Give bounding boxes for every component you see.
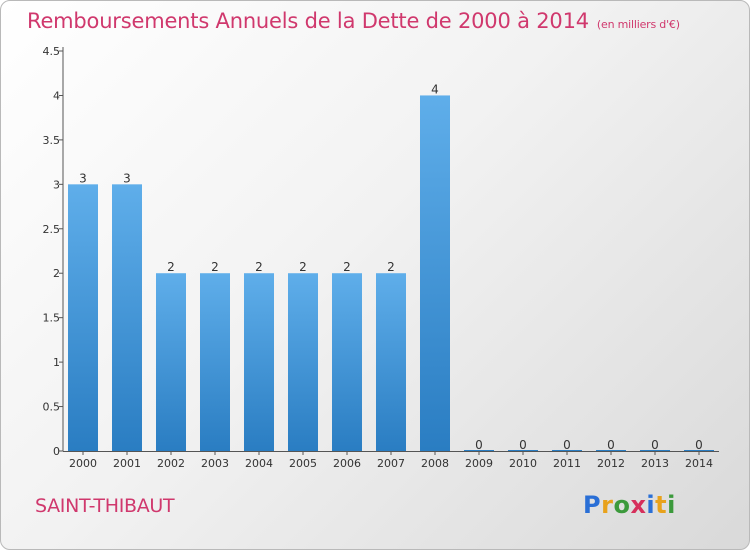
x-tick-label: 2006 bbox=[333, 457, 361, 470]
commune-name: SAINT-THIBAUT bbox=[35, 495, 175, 517]
logo-letter: r bbox=[601, 491, 614, 519]
x-tick-label: 2013 bbox=[641, 457, 669, 470]
logo-letter: i bbox=[646, 491, 656, 519]
data-label: 0 bbox=[651, 438, 659, 452]
data-label: 2 bbox=[211, 260, 219, 274]
bar bbox=[244, 273, 274, 451]
x-tick-label: 2008 bbox=[421, 457, 449, 470]
data-label: 2 bbox=[299, 260, 307, 274]
data-label: 2 bbox=[387, 260, 395, 274]
data-label: 0 bbox=[607, 438, 615, 452]
x-tick-label: 2012 bbox=[597, 457, 625, 470]
x-tick-label: 2005 bbox=[289, 457, 317, 470]
data-label: 3 bbox=[79, 171, 87, 185]
bar bbox=[68, 184, 98, 452]
data-label: 2 bbox=[255, 260, 263, 274]
bar bbox=[332, 273, 362, 451]
logo-letter: x bbox=[630, 491, 647, 519]
data-label: 2 bbox=[167, 260, 175, 274]
chart-title-text: Remboursements Annuels de la Dette de 20… bbox=[27, 9, 589, 33]
x-tick-label: 2014 bbox=[685, 457, 713, 470]
logo-letter: o bbox=[613, 491, 631, 519]
bar bbox=[376, 273, 406, 451]
x-tick-label: 2003 bbox=[201, 457, 229, 470]
x-tick-label: 2007 bbox=[377, 457, 405, 470]
x-tick-label: 2000 bbox=[69, 457, 97, 470]
data-label: 0 bbox=[519, 438, 527, 452]
y-tick-label: 2 bbox=[53, 267, 60, 280]
x-tick-label: 2011 bbox=[553, 457, 581, 470]
y-tick-label: 3.5 bbox=[43, 134, 61, 147]
data-label: 2 bbox=[343, 260, 351, 274]
x-tick-label: 2009 bbox=[465, 457, 493, 470]
y-tick-label: 2.5 bbox=[43, 223, 61, 236]
y-tick-label: 0 bbox=[53, 445, 60, 458]
data-label: 0 bbox=[563, 438, 571, 452]
x-tick-label: 2001 bbox=[113, 457, 141, 470]
chart-title: Remboursements Annuels de la Dette de 20… bbox=[27, 9, 680, 33]
x-tick-label: 2002 bbox=[157, 457, 185, 470]
chart-title-unit: (en milliers d'€) bbox=[596, 18, 680, 31]
logo-letter: P bbox=[583, 491, 602, 519]
bar bbox=[156, 273, 186, 451]
bar bbox=[288, 273, 318, 451]
y-tick-label: 1.5 bbox=[43, 312, 61, 325]
logo-letter: i bbox=[667, 491, 676, 519]
bar bbox=[112, 184, 142, 452]
y-tick-label: 0.5 bbox=[43, 401, 61, 414]
bar bbox=[420, 95, 450, 451]
bar bbox=[200, 273, 230, 451]
logo-letter: t bbox=[655, 491, 668, 519]
data-label: 0 bbox=[695, 438, 703, 452]
data-label: 0 bbox=[475, 438, 483, 452]
data-label: 3 bbox=[123, 171, 131, 185]
y-tick-label: 3 bbox=[53, 178, 60, 191]
data-label: 4 bbox=[431, 82, 439, 96]
y-tick-label: 1 bbox=[53, 356, 60, 369]
x-tick-label: 2004 bbox=[245, 457, 273, 470]
y-tick-label: 4 bbox=[53, 89, 60, 102]
proxiti-logo: Proxiti bbox=[583, 491, 676, 519]
y-tick-label: 4.5 bbox=[43, 45, 61, 58]
x-tick-label: 2010 bbox=[509, 457, 537, 470]
